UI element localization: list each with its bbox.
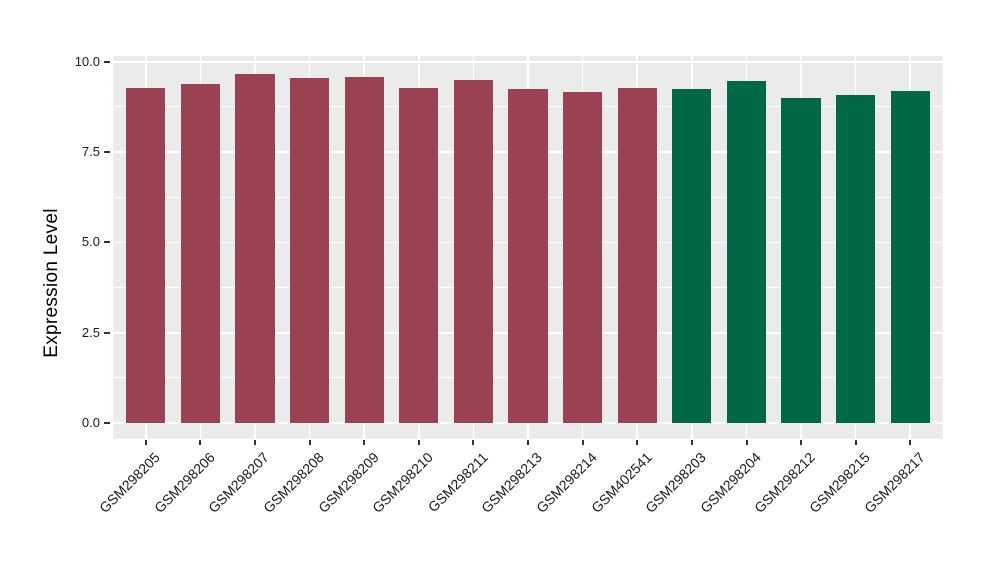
x-tick-mark [417, 440, 420, 445]
bar [726, 81, 767, 424]
bar [672, 88, 712, 424]
y-tick-mark [104, 151, 110, 154]
y-tick-mark [104, 60, 110, 63]
bar [289, 78, 330, 424]
y-tick-mark [104, 331, 110, 334]
bar [508, 88, 548, 424]
x-tick-mark [144, 440, 147, 445]
bar [453, 79, 494, 424]
x-tick-mark [581, 440, 584, 445]
x-tick-mark [854, 440, 857, 445]
bar [617, 87, 657, 424]
bar [180, 83, 221, 424]
bar [890, 91, 930, 424]
x-tick-mark [527, 440, 530, 445]
y-tick-label: 0.0 [81, 415, 100, 431]
y-tick-label: 7.5 [81, 144, 100, 160]
bar [781, 98, 821, 424]
x-tick-mark [254, 440, 257, 445]
y-tick-label: 10.0 [74, 53, 100, 69]
bar [126, 88, 166, 424]
y-tick-mark [104, 422, 110, 425]
x-tick-mark [909, 440, 912, 445]
x-tick-mark [308, 440, 311, 445]
x-tick-mark [472, 440, 475, 445]
x-tick-mark [800, 440, 803, 445]
x-tick-mark [690, 440, 693, 445]
x-tick-mark [636, 440, 639, 445]
bar [235, 74, 275, 424]
x-tick-mark [745, 440, 748, 445]
bar [399, 88, 439, 424]
bar [835, 94, 876, 424]
bar [344, 77, 384, 424]
x-tick-mark [363, 440, 366, 445]
chart-panel [113, 56, 943, 439]
y-tick-mark [104, 241, 110, 244]
y-tick-label: 5.0 [81, 234, 100, 250]
y-tick-label: 2.5 [81, 324, 100, 340]
x-tick-mark [199, 440, 202, 445]
bar [562, 91, 603, 424]
